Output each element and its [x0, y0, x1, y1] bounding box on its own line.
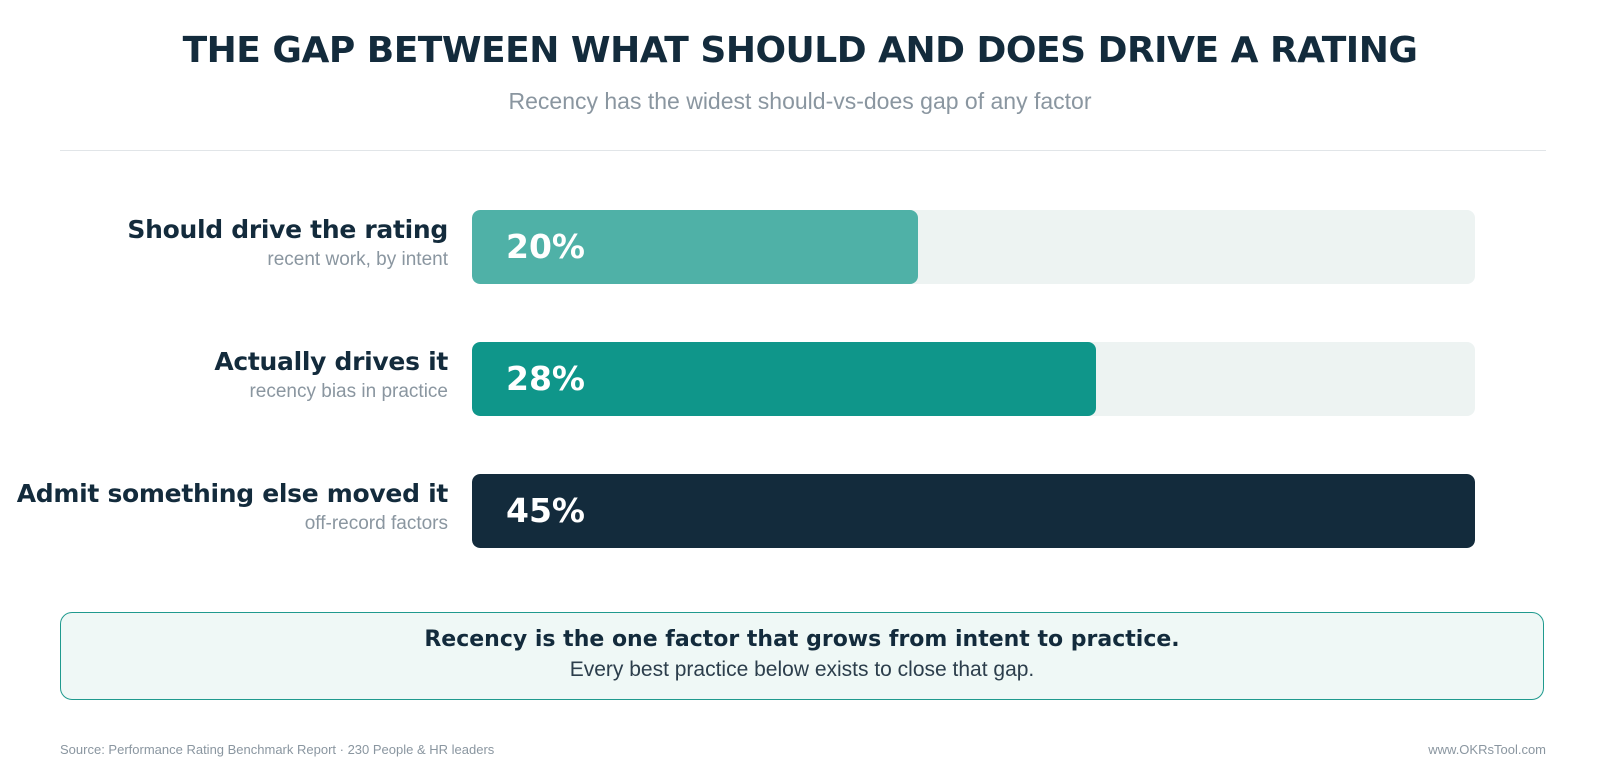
- callout-body: Every best practice below exists to clos…: [569, 658, 1035, 681]
- category-sublabel: recency bias in practice: [249, 381, 448, 402]
- bar: 45%: [472, 474, 1475, 548]
- source-note: Source: Performance Rating Benchmark Rep…: [60, 742, 495, 757]
- category-label: Actually drives it: [214, 347, 448, 376]
- bar-value-label: 28%: [506, 359, 585, 398]
- bar-value-label: 45%: [506, 491, 585, 530]
- category-label: Should drive the rating: [127, 215, 448, 244]
- site-link[interactable]: www.OKRsTool.com: [1428, 742, 1546, 757]
- header-divider: [60, 150, 1546, 151]
- bar: 20%: [472, 210, 918, 284]
- insight-callout: Recency is the one factor that grows fro…: [60, 612, 1544, 700]
- chart-title: THE GAP BETWEEN WHAT SHOULD AND DOES DRI…: [182, 30, 1418, 71]
- chart-subtitle: Recency has the widest should-vs-does ga…: [508, 88, 1092, 114]
- row-label: Admit something else moved it off-record …: [16, 478, 449, 538]
- row-label: Should drive the rating recent work, by i…: [127, 214, 448, 274]
- bar-value-label: 20%: [506, 227, 585, 266]
- bar-track: 45%: [472, 474, 1475, 548]
- row-label: Actually drives it recency bias in practi…: [214, 346, 448, 406]
- bar: 28%: [472, 342, 1096, 416]
- bar-track: 28%: [472, 342, 1475, 416]
- category-sublabel: recent work, by intent: [267, 249, 448, 270]
- callout-headline: Recency is the one factor that grows fro…: [424, 627, 1180, 652]
- category-label: Admit something else moved it: [16, 479, 449, 508]
- category-sublabel: off-record factors: [304, 513, 448, 534]
- bar-track: 20%: [472, 210, 1475, 284]
